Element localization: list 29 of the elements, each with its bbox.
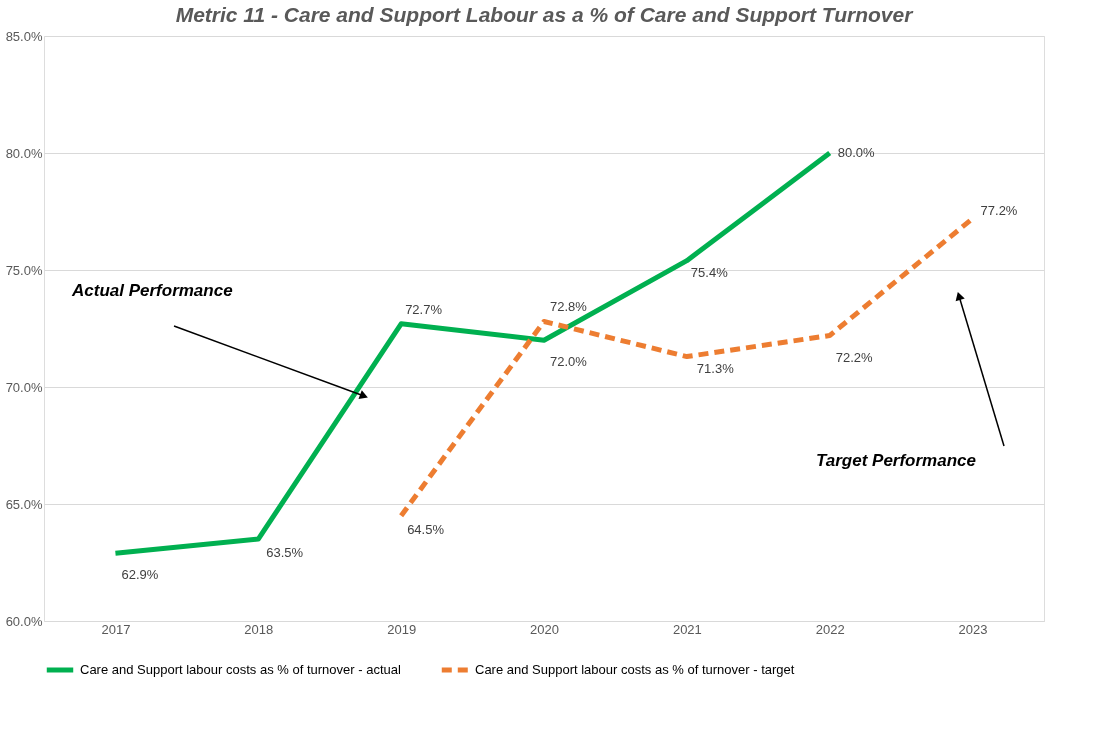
x-tick-label: 2023 bbox=[958, 621, 988, 637]
data-label: 72.0% bbox=[550, 354, 588, 370]
x-tick-label: 2019 bbox=[387, 621, 417, 637]
data-label: 75.4% bbox=[690, 264, 729, 280]
annotation: Target Performance bbox=[816, 451, 976, 470]
data-label: 72.7% bbox=[405, 301, 443, 317]
x-tick-label: 2021 bbox=[672, 621, 702, 637]
data-label: 62.9% bbox=[121, 567, 159, 583]
y-tick-label: 85.0% bbox=[5, 28, 43, 44]
legend-label: Care and Support labour costs as % of turnover - target bbox=[475, 662, 795, 677]
data-label: 77.2% bbox=[980, 202, 1018, 218]
x-tick-label: 2022 bbox=[815, 621, 845, 637]
data-label: 64.5% bbox=[407, 521, 445, 537]
chart-title: Metric 11 - Care and Support Labour as a % of Care and Support Turnover bbox=[175, 3, 915, 26]
data-label: 80.0% bbox=[837, 145, 876, 160]
data-label: 72.8% bbox=[550, 299, 588, 315]
data-label: 71.3% bbox=[696, 360, 735, 376]
data-label: 72.2% bbox=[835, 349, 874, 365]
y-tick-label: 65.0% bbox=[5, 496, 43, 512]
annotation: Actual Performance bbox=[71, 281, 233, 300]
y-tick-label: 60.0% bbox=[5, 613, 43, 629]
y-tick-label: 70.0% bbox=[5, 379, 43, 395]
x-tick-label: 2020 bbox=[530, 621, 559, 637]
y-tick-label: 80.0% bbox=[5, 145, 43, 161]
legend-label: Care and Support labour costs as % of turnover - actual bbox=[80, 662, 401, 677]
y-tick-label: 75.0% bbox=[5, 262, 43, 278]
x-tick-label: 2018 bbox=[244, 621, 274, 637]
x-tick-label: 2017 bbox=[101, 621, 131, 637]
data-label: 63.5% bbox=[266, 545, 304, 561]
